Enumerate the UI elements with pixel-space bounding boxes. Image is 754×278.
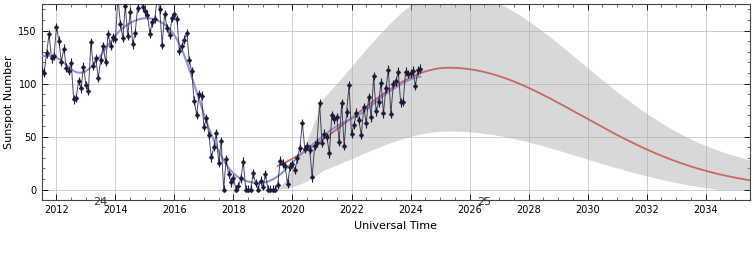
X-axis label: Universal Time: Universal Time [354, 220, 437, 230]
Text: 24: 24 [93, 197, 108, 207]
Y-axis label: Sunspot Number: Sunspot Number [5, 55, 14, 149]
Text: 25: 25 [477, 197, 492, 207]
